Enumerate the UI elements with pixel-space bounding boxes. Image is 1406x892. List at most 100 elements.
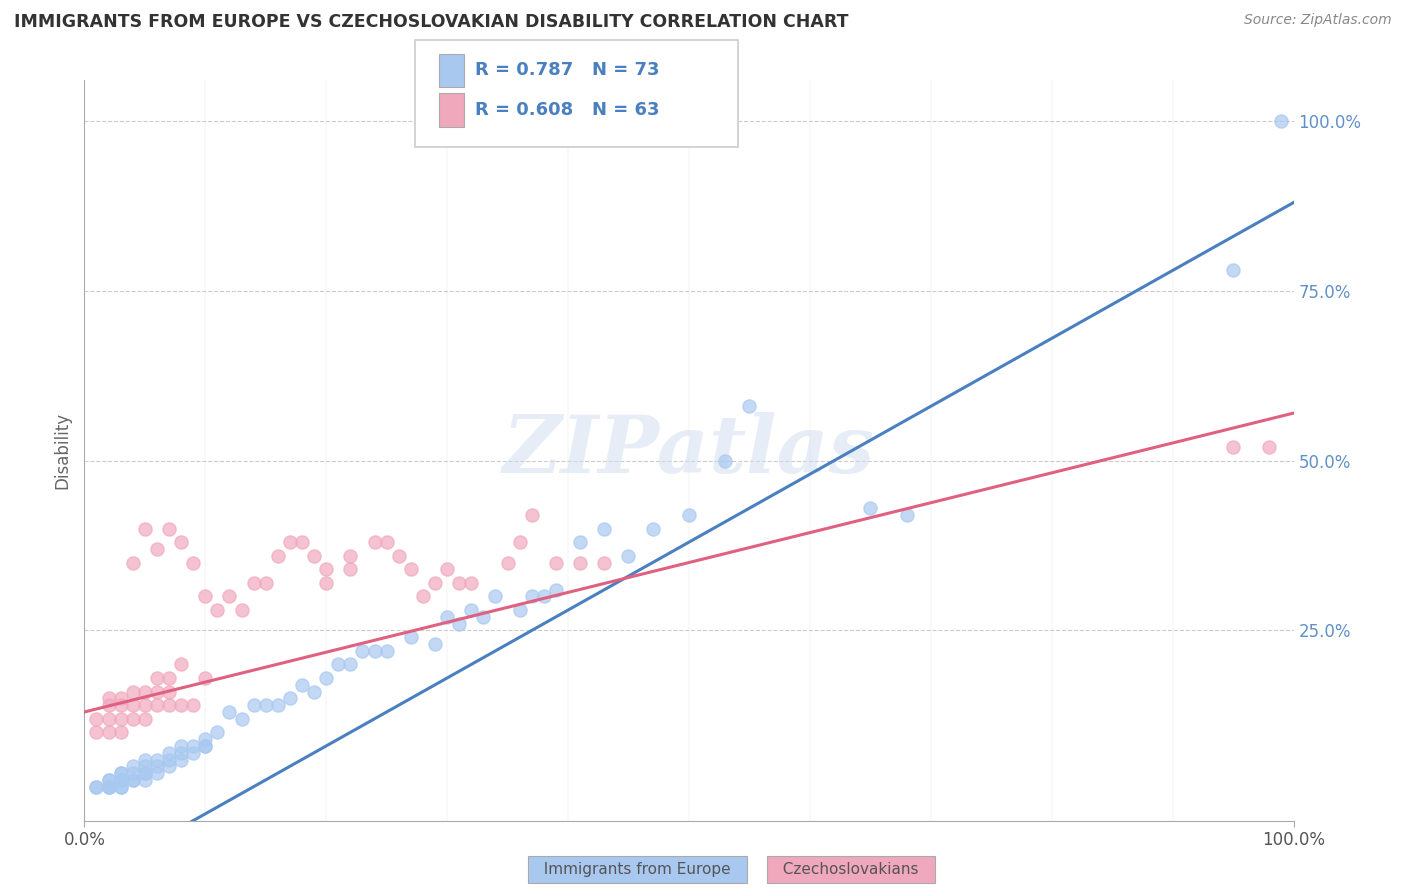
Point [399,562,422,576]
Point [170,657,193,672]
Point [194,739,217,753]
Point [449,575,471,590]
Point [110,766,132,780]
Point [121,772,143,787]
Text: Czechoslovakians: Czechoslovakians [773,863,928,877]
Point [121,712,143,726]
Point [97,780,120,794]
Point [544,582,567,597]
Point [267,549,290,563]
Point [170,698,193,713]
Point [859,501,882,516]
Point [218,590,240,604]
Point [170,739,193,753]
Point [110,780,132,794]
Point [617,549,640,563]
Point [509,603,531,617]
Point [121,684,143,698]
Point [97,780,120,794]
Point [291,535,314,549]
Point [436,610,458,624]
Point [520,508,543,522]
Point [97,712,120,726]
Point [375,644,398,658]
Point [134,684,156,698]
Point [738,400,761,414]
Point [97,698,120,713]
Text: ZIPatlas: ZIPatlas [503,412,875,489]
Point [339,562,361,576]
Point [194,671,217,685]
Point [520,590,543,604]
Point [896,508,918,522]
Point [157,522,180,536]
Point [231,712,253,726]
Point [593,522,616,536]
Point [363,644,385,658]
Point [110,712,132,726]
Point [714,453,737,467]
Point [86,780,108,794]
Point [110,725,132,739]
Point [533,590,555,604]
Point [460,603,482,617]
Point [157,746,180,760]
Point [1270,114,1292,128]
Point [267,698,290,713]
Point [181,556,204,570]
Point [146,698,169,713]
Point [181,746,204,760]
Point [134,766,156,780]
Point [1258,440,1281,454]
Text: R = 0.787   N = 73: R = 0.787 N = 73 [475,62,659,79]
Point [110,780,132,794]
Point [134,766,156,780]
Text: IMMIGRANTS FROM EUROPE VS CZECHOSLOVAKIAN DISABILITY CORRELATION CHART: IMMIGRANTS FROM EUROPE VS CZECHOSLOVAKIA… [14,13,849,31]
Point [423,575,446,590]
Point [97,772,120,787]
Point [157,752,180,766]
Point [157,759,180,773]
Point [97,780,120,794]
Point [436,562,458,576]
Point [97,725,120,739]
Point [134,759,156,773]
Point [194,590,217,604]
Point [412,590,434,604]
Point [254,698,277,713]
Point [146,759,169,773]
Point [315,562,337,576]
Point [146,684,169,698]
Point [449,616,471,631]
Point [254,575,277,590]
Point [170,752,193,766]
Point [86,712,108,726]
Point [134,698,156,713]
Point [388,549,411,563]
Point [146,671,169,685]
Point [97,772,120,787]
Point [302,684,325,698]
Point [339,657,361,672]
Point [146,766,169,780]
Point [423,637,446,651]
Y-axis label: Disability: Disability [53,412,72,489]
Point [472,610,495,624]
Point [207,725,229,739]
Point [97,691,120,706]
Point [110,772,132,787]
Point [181,698,204,713]
Point [1222,263,1244,277]
Point [315,671,337,685]
Point [121,556,143,570]
Point [231,603,253,617]
Point [544,556,567,570]
Point [110,698,132,713]
Point [278,535,301,549]
Point [509,535,531,549]
Point [641,522,664,536]
Point [291,678,314,692]
Point [569,535,592,549]
Point [593,556,616,570]
Point [146,752,169,766]
